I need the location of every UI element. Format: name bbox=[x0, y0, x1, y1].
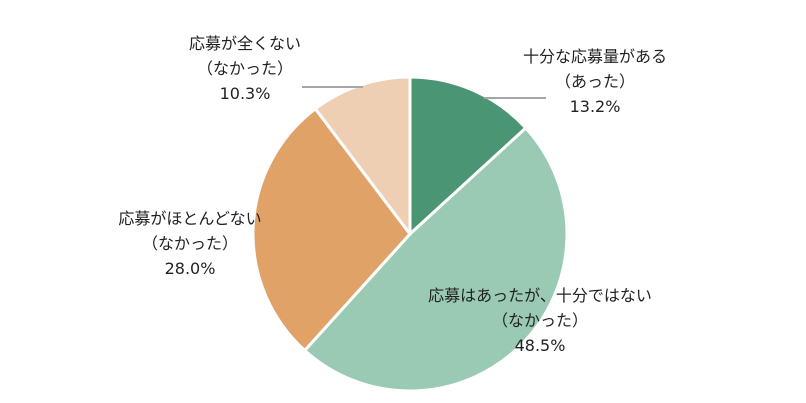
label-none-line2: （なかった） bbox=[196, 59, 293, 78]
label-almost-none-value: 28.0% bbox=[164, 259, 216, 278]
label-insufficient-line1: 応募はあったが、十分ではない bbox=[428, 286, 652, 305]
slice-none bbox=[313, 75, 412, 236]
label-sufficient-value: 13.2% bbox=[569, 97, 621, 116]
label-none-value: 10.3% bbox=[219, 84, 271, 103]
label-sufficient-line2: （あった） bbox=[554, 72, 635, 91]
label-sufficient: 十分な応募量がある （あった） 13.2% bbox=[500, 44, 690, 119]
label-almost-none-line1: 応募がほとんどない bbox=[118, 209, 262, 228]
label-none-line1: 応募が全くない bbox=[188, 34, 301, 53]
label-insufficient-value: 48.5% bbox=[514, 336, 566, 355]
slice-insufficient bbox=[303, 126, 569, 393]
slice-sufficient bbox=[408, 75, 528, 236]
label-almost-none: 応募がほとんどない （なかった） 28.0% bbox=[95, 206, 285, 281]
slice-almost-none bbox=[251, 107, 412, 352]
label-none: 応募が全くない （なかった） 10.3% bbox=[165, 31, 325, 106]
label-insufficient: 応募はあったが、十分ではない （なかった） 48.5% bbox=[400, 283, 680, 358]
label-almost-none-line2: （なかった） bbox=[141, 234, 238, 253]
label-insufficient-line2: （なかった） bbox=[491, 311, 588, 330]
label-sufficient-line1: 十分な応募量がある bbox=[522, 47, 667, 66]
